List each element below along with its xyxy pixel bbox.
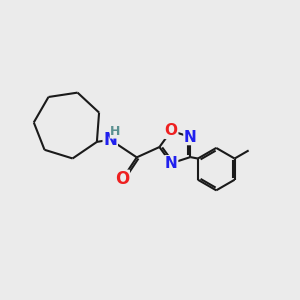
- Text: N: N: [103, 131, 117, 149]
- Text: H: H: [110, 125, 121, 138]
- Text: O: O: [165, 123, 178, 138]
- Text: N: N: [165, 156, 178, 171]
- Text: O: O: [115, 170, 129, 188]
- Text: N: N: [184, 130, 197, 145]
